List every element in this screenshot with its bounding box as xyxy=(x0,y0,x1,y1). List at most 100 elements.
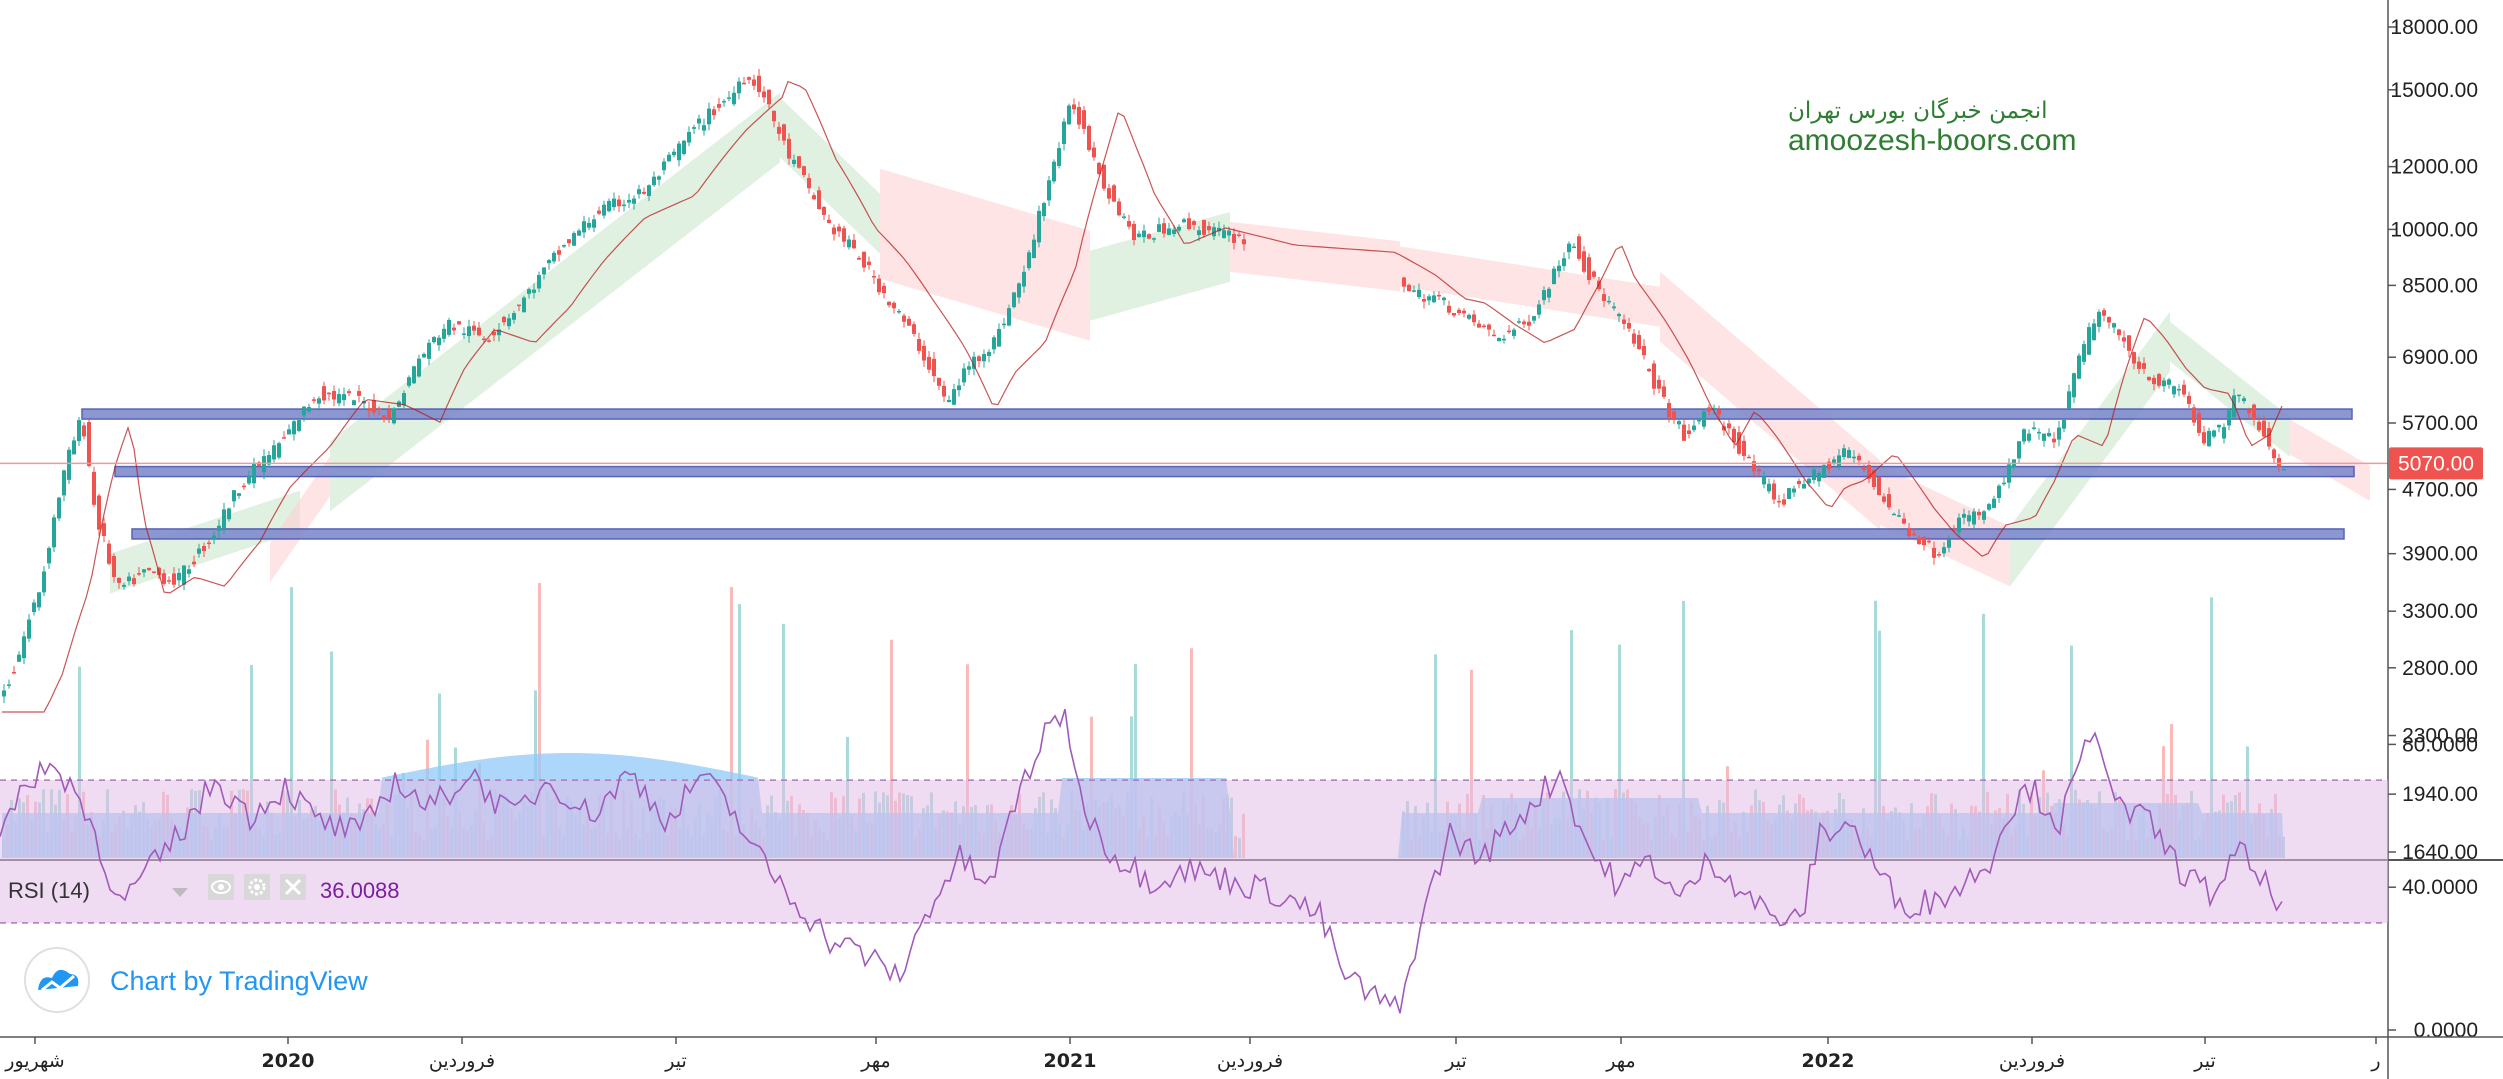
candle-body[interactable] xyxy=(2042,433,2046,441)
candle-body[interactable] xyxy=(662,161,666,171)
candle-body[interactable] xyxy=(1422,298,1426,302)
candle-body[interactable] xyxy=(2227,410,2231,426)
candle-body[interactable] xyxy=(1757,469,1761,472)
candle-body[interactable] xyxy=(1612,306,1616,309)
candle-body[interactable] xyxy=(1042,203,1046,217)
candle-body[interactable] xyxy=(1532,316,1536,321)
candle-body[interactable] xyxy=(2207,430,2211,447)
candle-body[interactable] xyxy=(742,82,746,85)
candle-body[interactable] xyxy=(282,437,286,439)
candle-body[interactable] xyxy=(1032,239,1036,258)
candle-body[interactable] xyxy=(82,425,86,437)
candle-body[interactable] xyxy=(1807,478,1811,484)
candle-body[interactable] xyxy=(667,154,671,162)
rsi-pane[interactable]: 80.0000 40.0000 0.0000 RSI (14) 36.0088 xyxy=(0,708,2478,1042)
candle-body[interactable] xyxy=(42,571,46,593)
candle-body[interactable] xyxy=(417,358,421,377)
candle-body[interactable] xyxy=(1827,461,1831,470)
zone-rect[interactable] xyxy=(114,465,2355,478)
candle-body[interactable] xyxy=(547,260,551,264)
candle-body[interactable] xyxy=(1772,483,1776,500)
candle-body[interactable] xyxy=(827,219,831,223)
candle-body[interactable] xyxy=(297,420,301,431)
candle-body[interactable] xyxy=(2222,427,2226,439)
candle-body[interactable] xyxy=(1637,334,1641,349)
candle-body[interactable] xyxy=(387,409,391,419)
candle-body[interactable] xyxy=(1182,219,1186,223)
candle-body[interactable] xyxy=(2242,398,2246,402)
candle-body[interactable] xyxy=(1797,480,1801,485)
candle-body[interactable] xyxy=(272,445,276,460)
tradingview-branding[interactable]: Chart by TradingView xyxy=(24,947,368,1013)
candle-body[interactable] xyxy=(482,338,486,341)
candle-body[interactable] xyxy=(527,289,531,294)
candle-body[interactable] xyxy=(812,195,816,200)
candle-body[interactable] xyxy=(472,325,476,331)
rsi-legend[interactable]: RSI (14) 36.0088 xyxy=(8,874,400,903)
candle-body[interactable] xyxy=(122,584,126,587)
candle-body[interactable] xyxy=(287,429,291,435)
support-resistance-zones[interactable] xyxy=(81,408,2355,540)
candle-body[interactable] xyxy=(867,261,871,266)
candle-body[interactable] xyxy=(47,548,51,564)
candle-body[interactable] xyxy=(457,321,461,325)
candle-body[interactable] xyxy=(152,571,156,573)
candle-body[interactable] xyxy=(1527,321,1531,326)
candle-body[interactable] xyxy=(847,239,851,248)
candle-body[interactable] xyxy=(1642,345,1646,356)
candle-body[interactable] xyxy=(1787,488,1791,499)
candle-body[interactable] xyxy=(862,251,866,268)
candle-body[interactable] xyxy=(1432,295,1436,303)
candle-body[interactable] xyxy=(1977,511,1981,516)
candle-body[interactable] xyxy=(2002,482,2006,485)
candle-body[interactable] xyxy=(687,131,691,143)
candle-body[interactable] xyxy=(197,548,201,554)
candle-body[interactable] xyxy=(1447,305,1451,313)
candle-body[interactable] xyxy=(542,267,546,275)
candle-body[interactable] xyxy=(962,368,966,383)
candle-body[interactable] xyxy=(852,239,856,249)
candle-body[interactable] xyxy=(2182,384,2186,395)
candle-body[interactable] xyxy=(402,393,406,406)
candle-body[interactable] xyxy=(1452,313,1456,316)
candle-body[interactable] xyxy=(1707,407,1711,412)
candle-body[interactable] xyxy=(1172,229,1176,235)
candle-body[interactable] xyxy=(467,326,471,337)
candle-body[interactable] xyxy=(1687,430,1691,435)
candle-body[interactable] xyxy=(267,454,271,465)
candle-body[interactable] xyxy=(2067,391,2071,409)
candle-body[interactable] xyxy=(1457,309,1461,314)
candle-body[interactable] xyxy=(52,517,56,548)
candle-body[interactable] xyxy=(1717,409,1721,415)
candle-body[interactable] xyxy=(452,327,456,331)
candle-body[interactable] xyxy=(1592,271,1596,277)
candle-body[interactable] xyxy=(512,313,516,320)
candle-body[interactable] xyxy=(307,407,311,412)
candle-body[interactable] xyxy=(302,406,306,416)
candle-body[interactable] xyxy=(1162,223,1166,234)
candle-body[interactable] xyxy=(1897,515,1901,517)
candle-body[interactable] xyxy=(1607,300,1611,303)
candle-body[interactable] xyxy=(1567,243,1571,253)
candle-body[interactable] xyxy=(497,329,501,336)
candle-body[interactable] xyxy=(102,523,106,537)
candle-body[interactable] xyxy=(1852,456,1856,459)
candle-body[interactable] xyxy=(207,542,211,545)
candle-body[interactable] xyxy=(902,315,906,322)
candle-body[interactable] xyxy=(67,449,71,480)
candle-body[interactable] xyxy=(1067,105,1071,125)
candle-body[interactable] xyxy=(2262,420,2266,437)
candle-body[interactable] xyxy=(2097,311,2101,327)
candle-body[interactable] xyxy=(932,358,936,377)
candle-body[interactable] xyxy=(1012,292,1016,308)
candle-body[interactable] xyxy=(2057,427,2061,440)
candle-body[interactable] xyxy=(1922,536,1926,546)
candle-body[interactable] xyxy=(1622,319,1626,325)
candle-body[interactable] xyxy=(727,97,731,99)
candle-body[interactable] xyxy=(92,471,96,505)
candle-body[interactable] xyxy=(957,385,961,391)
candle-body[interactable] xyxy=(582,221,586,233)
gear-icon[interactable] xyxy=(244,874,270,900)
candle-body[interactable] xyxy=(252,463,256,484)
candle-body[interactable] xyxy=(1482,325,1486,328)
